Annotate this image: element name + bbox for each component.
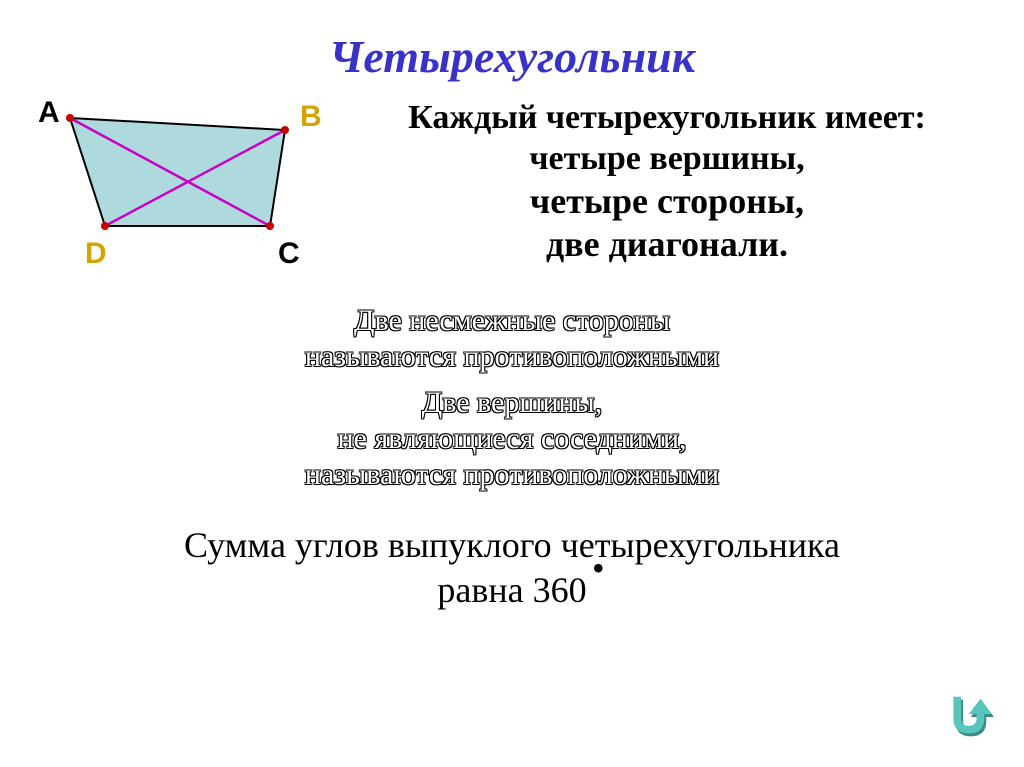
line-diagonals: две диагонали. — [360, 223, 974, 266]
page-title: Четырехугольник — [0, 0, 1024, 93]
svg-text:D: D — [85, 237, 107, 270]
svg-text:B: B — [300, 100, 322, 133]
diagram-container: A B C D — [0, 93, 360, 293]
line-sides: четыре стороны, — [360, 180, 974, 223]
block4-line1: Сумма углов выпуклого четырехугольника — [0, 523, 1024, 568]
block-nonadjacent-vertices: Две вершины, не являющиеся соседними, на… — [0, 385, 1024, 493]
return-arrow-icon[interactable] — [936, 689, 994, 747]
block-nonadjacent-sides: Две несмежные стороны называются противо… — [0, 303, 1024, 375]
block4-line2: равна 360 • — [437, 568, 586, 613]
content-row: A B C D Каждый четырехугольник имеет: четыр… — [0, 93, 1024, 293]
svg-text:C: C — [278, 237, 300, 270]
block2-line1: Две несмежные стороны — [0, 303, 1024, 339]
angle-sum-value: равна 360 — [437, 570, 586, 610]
svg-text:A: A — [38, 98, 60, 129]
block-angle-sum: Сумма углов выпуклого четырехугольника р… — [0, 523, 1024, 613]
right-column: Каждый четырехугольник имеет: четыре вер… — [360, 93, 1024, 266]
line-vertices: четыре вершины, — [360, 139, 974, 180]
block3-line3: называются противоположными — [0, 457, 1024, 493]
quadrilateral-diagram: A B C D — [30, 98, 370, 288]
degree-dot: • — [592, 546, 605, 591]
block3-line1: Две вершины, — [0, 385, 1024, 421]
block3-line2: не являющиеся соседними, — [0, 421, 1024, 457]
title-text: Четырехугольник — [329, 31, 695, 82]
line-has: Каждый четырехугольник имеет: — [360, 98, 974, 139]
block2-line2: называются противоположными — [0, 339, 1024, 375]
